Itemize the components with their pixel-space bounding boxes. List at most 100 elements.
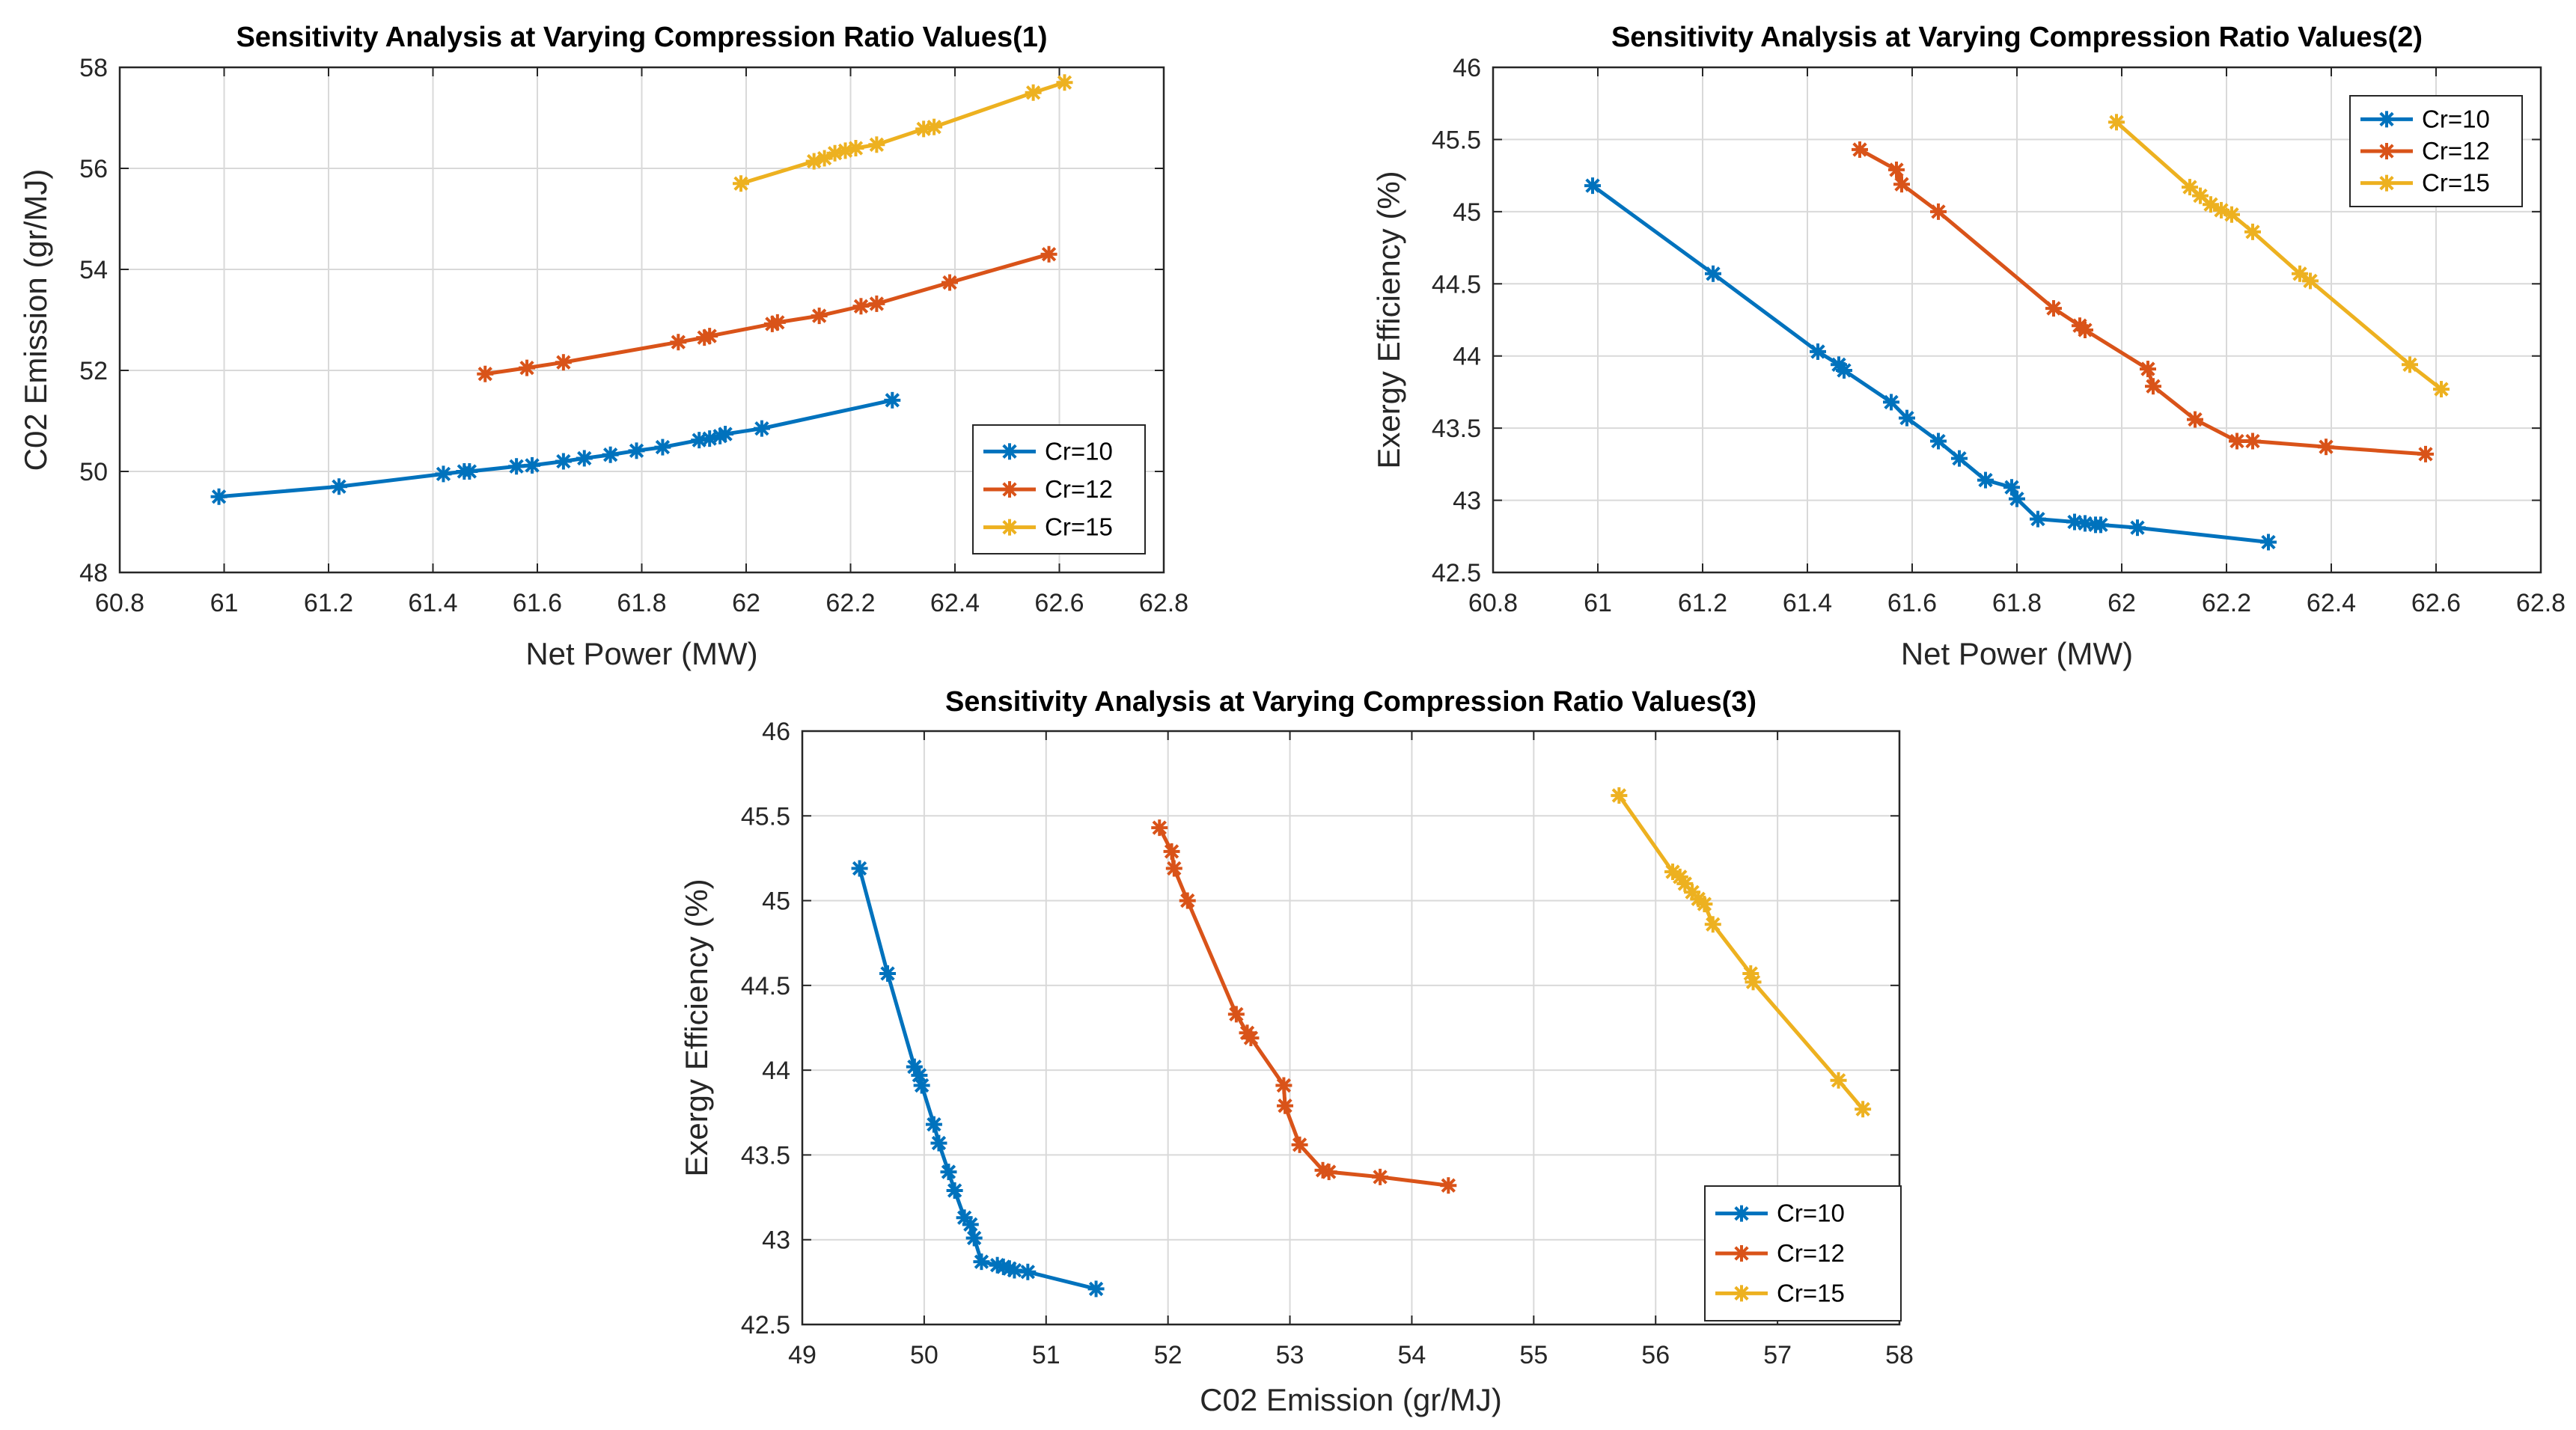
- chart-title: Sensitivity Analysis at Varying Compress…: [1611, 22, 2423, 53]
- data-point: [1836, 362, 1852, 379]
- y-tick-label: 45: [762, 887, 790, 916]
- data-point: [2433, 381, 2450, 398]
- data-point: [1163, 843, 1180, 860]
- x-tick-label: 52: [1154, 1341, 1182, 1369]
- series-cr-15: [2108, 114, 2450, 398]
- y-tick-label: 52: [79, 357, 108, 385]
- data-point: [884, 391, 901, 409]
- x-tick-label: 61.6: [513, 589, 562, 617]
- data-point: [1810, 343, 1826, 360]
- chart-title: Sensitivity Analysis at Varying Compress…: [945, 686, 1756, 718]
- data-point: [913, 1077, 930, 1094]
- data-point: [2244, 223, 2261, 240]
- x-tick-label: 62.6: [1034, 589, 1084, 617]
- x-tick-label: 50: [910, 1341, 938, 1369]
- y-tick-label: 43.5: [741, 1141, 790, 1170]
- y-tick-label: 42.5: [741, 1311, 790, 1339]
- x-tick-label: 61.6: [1887, 589, 1937, 617]
- data-point: [2244, 433, 2261, 450]
- data-point: [911, 1066, 928, 1084]
- y-tick-label: 44.5: [1432, 270, 1481, 299]
- series-cr-15: [733, 74, 1073, 192]
- legend-marker: [1733, 1205, 1750, 1222]
- x-tick-label: 54: [1398, 1341, 1426, 1369]
- x-tick-label: 62.8: [2516, 589, 2566, 617]
- data-point: [602, 446, 619, 463]
- x-tick-label: 61: [1584, 589, 1612, 617]
- data-point: [1745, 974, 1762, 991]
- data-point: [2229, 433, 2245, 450]
- data-point: [576, 450, 593, 467]
- x-tick-label: 61: [210, 589, 239, 617]
- x-tick-label: 62.6: [2411, 589, 2461, 617]
- legend-label: Cr=15: [2422, 169, 2490, 197]
- data-point: [1040, 245, 1057, 263]
- y-tick-label: 46: [762, 718, 790, 746]
- y-tick-label: 45.5: [741, 802, 790, 831]
- x-tick-label: 51: [1032, 1341, 1060, 1369]
- legend-marker: [1001, 519, 1018, 536]
- data-point: [2108, 114, 2125, 131]
- data-point: [2302, 272, 2319, 290]
- data-point: [1705, 265, 1721, 282]
- y-tick-label: 43: [762, 1226, 790, 1255]
- data-point: [930, 1134, 947, 1152]
- legend-marker: [2378, 143, 2395, 159]
- data-point: [1320, 1164, 1337, 1181]
- series-cr-12: [477, 245, 1057, 382]
- x-tick-label: 49: [788, 1341, 817, 1369]
- legend-marker: [1001, 481, 1018, 498]
- y-axis-label: Exergy Efficiency (%): [1371, 171, 1406, 468]
- data-point: [2260, 534, 2277, 551]
- data-point: [1179, 892, 1196, 909]
- chart-panel-1: 60.8 61 61.2 61.4 61.6 61.8 62 62.2 62.4 62.6 62.8…: [18, 22, 1188, 671]
- y-tick-label: 45.5: [1432, 126, 1481, 154]
- data-point: [1893, 176, 1910, 193]
- x-tick-label: 56: [1641, 1341, 1670, 1369]
- x-tick-label: 61.8: [1992, 589, 2042, 617]
- data-point: [1087, 1280, 1105, 1298]
- y-tick-label: 46: [1453, 54, 1481, 82]
- data-point: [1704, 916, 1721, 933]
- data-point: [1930, 433, 1947, 450]
- data-point: [1883, 394, 1899, 411]
- data-point: [628, 442, 645, 459]
- data-point: [1852, 141, 1868, 158]
- data-point: [1006, 1262, 1023, 1279]
- data-point: [2045, 300, 2062, 317]
- data-point: [926, 118, 943, 135]
- x-tick-label: 61.8: [617, 589, 666, 617]
- data-point: [701, 430, 718, 447]
- data-point: [555, 453, 572, 470]
- x-tick-label: 60.8: [1468, 589, 1518, 617]
- legend-label: Cr=10: [1045, 437, 1113, 465]
- data-point: [2140, 361, 2156, 378]
- y-tick-label: 54: [79, 256, 108, 284]
- data-point: [1977, 471, 1994, 489]
- data-point: [2318, 439, 2334, 456]
- data-point: [1742, 965, 1759, 982]
- data-point: [1151, 819, 1168, 837]
- legend-label: Cr=15: [1777, 1279, 1845, 1307]
- data-point: [435, 465, 452, 483]
- data-point: [2402, 356, 2418, 373]
- data-point: [2417, 445, 2434, 462]
- y-tick-label: 45: [1453, 198, 1481, 227]
- data-point: [1855, 1101, 1872, 1118]
- y-tick-label: 44.5: [741, 972, 790, 1000]
- legend-label: Cr=10: [1777, 1200, 1845, 1227]
- legend-marker: [1733, 1245, 1750, 1262]
- data-point: [2129, 519, 2146, 537]
- legend-marker: [1733, 1285, 1750, 1302]
- series-cr-15: [1611, 787, 1872, 1118]
- data-point: [2292, 265, 2308, 282]
- data-point: [670, 334, 687, 351]
- data-point: [519, 359, 536, 376]
- legend-marker: [2378, 174, 2395, 192]
- y-tick-label: 48: [79, 559, 108, 587]
- data-point: [717, 426, 734, 443]
- data-point: [1830, 1072, 1847, 1089]
- data-point: [769, 314, 786, 331]
- legend-label: Cr=12: [1777, 1239, 1845, 1267]
- series-cr-10: [210, 391, 901, 505]
